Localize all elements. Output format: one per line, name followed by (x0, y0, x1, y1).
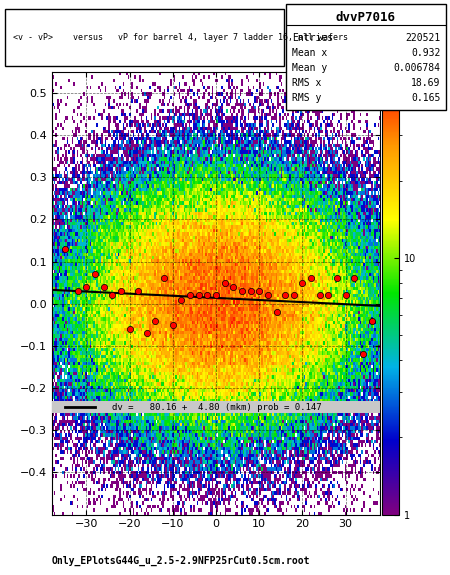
Text: RMS x: RMS x (292, 78, 321, 88)
FancyBboxPatch shape (286, 4, 446, 110)
Text: 0.006784: 0.006784 (394, 63, 441, 73)
Text: dv =   80.16 +  4.80 (mkm) prob = 0.147: dv = 80.16 + 4.80 (mkm) prob = 0.147 (112, 402, 322, 412)
Text: Mean y: Mean y (292, 63, 328, 73)
Text: 220521: 220521 (405, 33, 441, 43)
Text: <v - vP>    versus   vP for barrel 4, layer 7 ladder 16, all wafers: <v - vP> versus vP for barrel 4, layer 7… (13, 33, 348, 42)
Text: 0.932: 0.932 (411, 48, 441, 58)
Text: Entries: Entries (292, 33, 333, 43)
Text: 18.69: 18.69 (411, 78, 441, 88)
Text: dvvP7016: dvvP7016 (336, 12, 396, 25)
Text: 0.165: 0.165 (411, 93, 441, 102)
Bar (52, 401, 380, 413)
FancyBboxPatch shape (4, 9, 284, 66)
Text: RMS y: RMS y (292, 93, 321, 102)
Text: Mean x: Mean x (292, 48, 328, 58)
Text: Only_EPlotsG44G_u_2.5-2.9NFP25rCut0.5cm.root: Only_EPlotsG44G_u_2.5-2.9NFP25rCut0.5cm.… (52, 556, 310, 566)
